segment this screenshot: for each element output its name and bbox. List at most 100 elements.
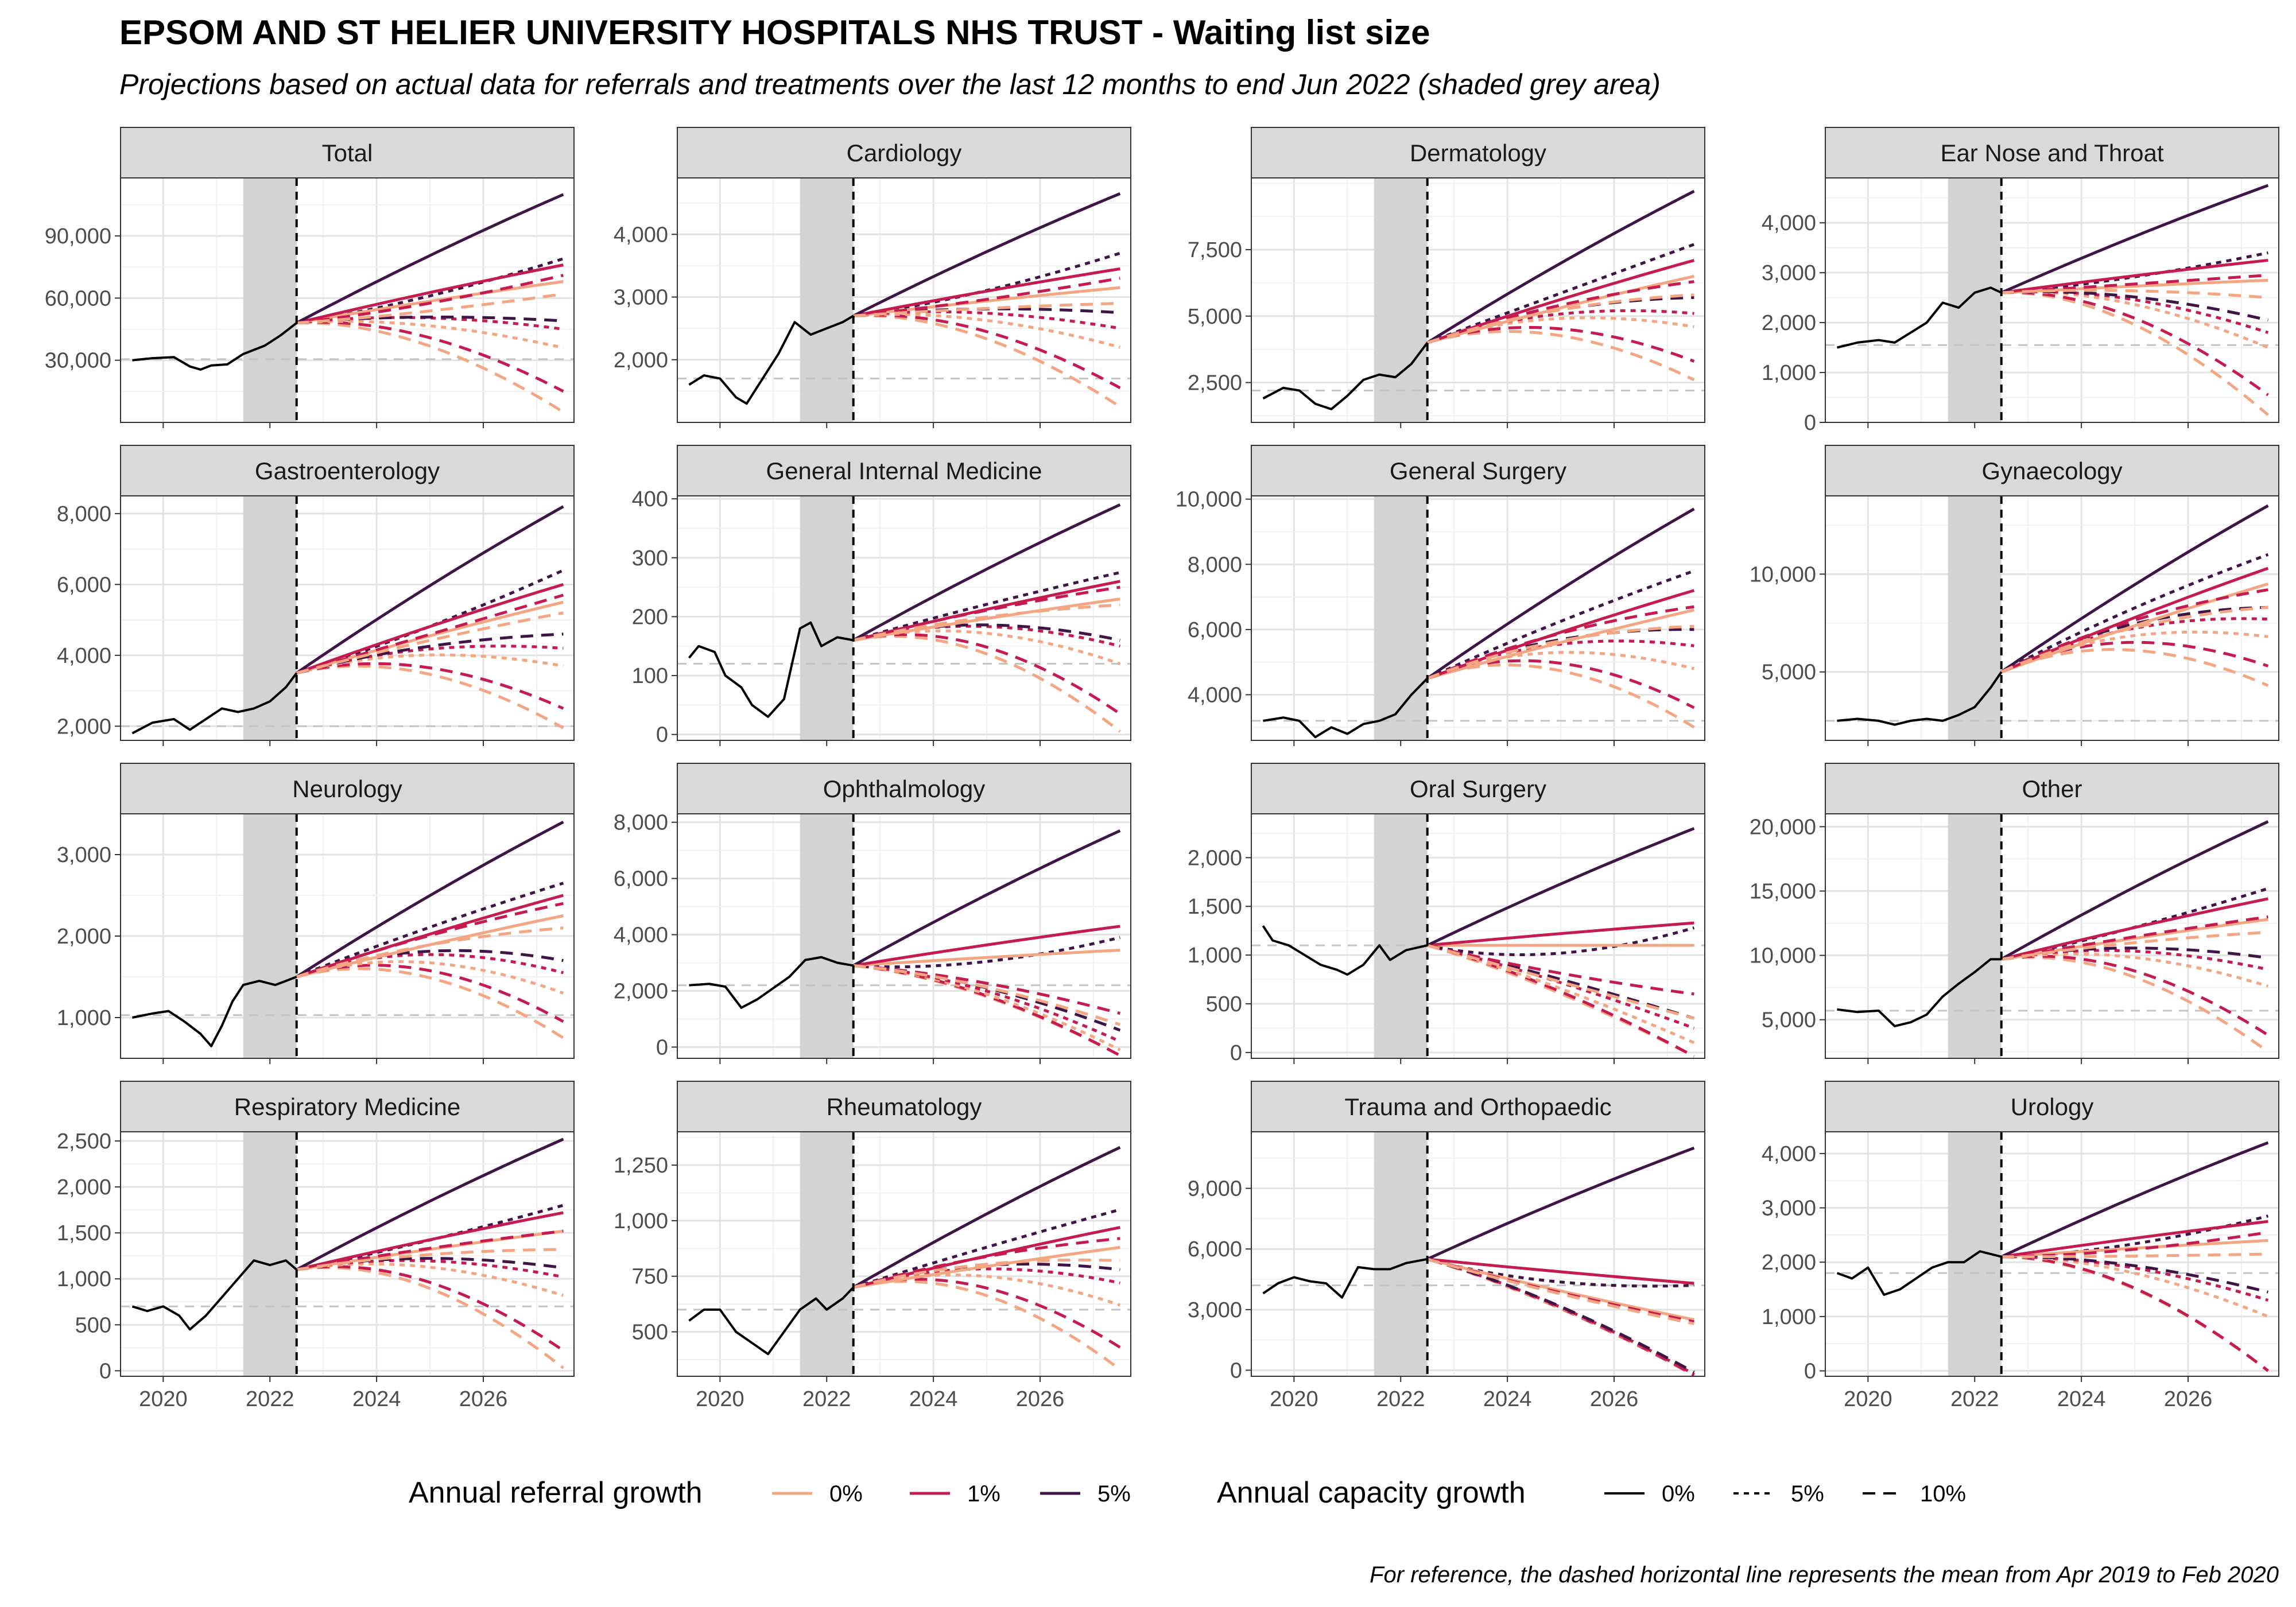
projection-p0-c0 xyxy=(853,948,1120,967)
actual-waiting-list-line xyxy=(1837,671,2003,726)
facet-title: Ophthalmology xyxy=(823,775,986,802)
projection-p0-c20 xyxy=(853,1280,1121,1371)
y-tick-label: 3,000 xyxy=(614,286,668,310)
projection-p0-c5 xyxy=(1426,293,1694,344)
facet-strip xyxy=(1251,127,1705,178)
legend-capacity-title: Annual capacity growth xyxy=(1217,1476,1526,1509)
projection-p1-c0 xyxy=(296,1211,564,1271)
shaded-period xyxy=(800,814,854,1058)
y-tick-label: 2,000 xyxy=(1762,311,1816,335)
actual-waiting-list-line xyxy=(131,672,298,735)
facet-strip xyxy=(677,445,1131,496)
y-tick-label: 4,000 xyxy=(1762,1142,1816,1166)
projection-p5-c0 xyxy=(1426,827,1695,947)
plot-area xyxy=(1825,814,2279,1058)
y-tick-label: 20,000 xyxy=(1750,815,1816,839)
projection-p0-c20 xyxy=(1427,330,1695,382)
facet-title: Respiratory Medicine xyxy=(234,1093,461,1120)
y-tick-label: 2,000 xyxy=(1762,1251,1816,1275)
projection-p1-c20 xyxy=(1426,659,1695,709)
plot-content xyxy=(121,496,574,740)
projection-p1-c0 xyxy=(2001,258,2268,294)
panel-border xyxy=(1825,813,2279,1059)
projection-p0-c0 xyxy=(853,597,1120,642)
x-tick-label: 2024 xyxy=(2057,1387,2106,1411)
projection-p1-c0 xyxy=(1426,589,1695,680)
projection-p5-c0 xyxy=(2000,1141,2269,1258)
projection-p1-c5 xyxy=(296,902,564,979)
projection-p5-c5 xyxy=(853,936,1120,969)
shaded-period xyxy=(1948,178,2002,422)
y-tick-label: 4,000 xyxy=(57,644,111,668)
projection-p5-c10 xyxy=(296,949,564,979)
y-tick-label: 0 xyxy=(656,723,668,747)
projection-p0-c0 xyxy=(2001,278,2268,294)
plot-content xyxy=(121,178,574,422)
facet-title: Total xyxy=(322,139,373,166)
y-tick-label: 4,000 xyxy=(1188,683,1242,707)
projection-p0-c5 xyxy=(1427,1257,1694,1325)
y-tick-label: 6,000 xyxy=(1188,1237,1242,1261)
projection-p1-c20 xyxy=(296,1265,564,1352)
facet-title: Gastroenterology xyxy=(255,457,440,484)
shaded-period xyxy=(800,1132,854,1376)
projection-p0-c5 xyxy=(2000,605,2268,674)
y-tick-label: 6,000 xyxy=(1188,618,1242,642)
facet-title: Trauma and Orthopaedic xyxy=(1344,1093,1611,1120)
projection-p0-c20 xyxy=(1426,663,1695,729)
facet-strip xyxy=(1825,127,2279,178)
projection-p1-c20 xyxy=(296,320,564,393)
projection-p1-c20 xyxy=(2001,954,2269,1037)
gridlines xyxy=(1251,1132,1705,1376)
actual-waiting-list-line xyxy=(689,956,854,1009)
panel-border xyxy=(1825,177,2279,423)
projection-p1-c20 xyxy=(853,1278,1121,1349)
projection-p0-c20 xyxy=(2001,956,2269,1053)
facet-respiratory-medicine: Respiratory Medicine 0 500 1,000 1,500 2,000 2… xyxy=(57,1081,575,1411)
projection-p1-c20 xyxy=(853,633,1121,715)
panel-border xyxy=(1251,1131,1705,1377)
x-tick-label: 2024 xyxy=(909,1387,958,1411)
y-tick-label: 3,000 xyxy=(57,843,111,867)
plot-area xyxy=(121,1132,574,1376)
projection-p5-c10 xyxy=(1427,1257,1695,1374)
projection-p5-c5 xyxy=(296,882,564,979)
projection-p1-c10 xyxy=(853,964,1121,1043)
x-tick-label: 2022 xyxy=(1950,1387,1999,1411)
projection-p1-c0 xyxy=(853,267,1120,317)
y-tick-label: 1,000 xyxy=(1762,1305,1816,1329)
projection-p0-c20 xyxy=(853,635,1121,733)
projection-p1-c0 xyxy=(2001,897,2268,961)
facet-ear-nose-and-throat: Ear Nose and Throat 0 1,000 2,000 3,000 4,000 xyxy=(1762,127,2279,435)
x-tick-label: 2020 xyxy=(139,1387,188,1411)
y-tick-label: 1,500 xyxy=(1188,895,1242,919)
gridlines xyxy=(121,496,574,740)
legend: Annual referral growth 0% 1% 5% Annual capac… xyxy=(409,1476,1966,1509)
projection-p5-c5 xyxy=(1427,926,1695,957)
facet-title: General Internal Medicine xyxy=(766,457,1042,484)
y-tick-label: 500 xyxy=(75,1313,111,1337)
projection-p5-c10 xyxy=(853,623,1120,642)
projection-p1-c5 xyxy=(853,1237,1120,1289)
facet-title: Neurology xyxy=(292,775,402,802)
y-tick-label: 2,000 xyxy=(1188,846,1242,870)
legend-label: 5% xyxy=(1097,1481,1131,1507)
plot-area xyxy=(121,496,574,740)
projection-p0-c20 xyxy=(1427,944,1695,1058)
projection-p1-c5 xyxy=(1426,280,1694,344)
projection-p1-c20 xyxy=(296,964,564,1023)
projection-p1-c20 xyxy=(1427,944,1695,1058)
gridlines xyxy=(121,814,574,1058)
plot-content xyxy=(121,814,574,1058)
facet-title: Dermatology xyxy=(1410,139,1546,166)
projection-p1-c5 xyxy=(2001,274,2268,294)
chart-caption: For reference, the dashed horizontal lin… xyxy=(1370,1562,2279,1587)
y-tick-label: 90,000 xyxy=(45,224,111,249)
facet-ophthalmology: Ophthalmology 0 2,000 4,000 6,000 8,000 xyxy=(614,763,1131,1064)
projection-p5-c0 xyxy=(852,192,1121,317)
y-tick-label: 200 xyxy=(632,605,668,629)
projection-p0-c20 xyxy=(853,314,1121,408)
facet-dermatology: Dermatology 2,500 5,000 7,500 xyxy=(1188,127,1705,428)
projection-p1-c5 xyxy=(296,593,564,675)
